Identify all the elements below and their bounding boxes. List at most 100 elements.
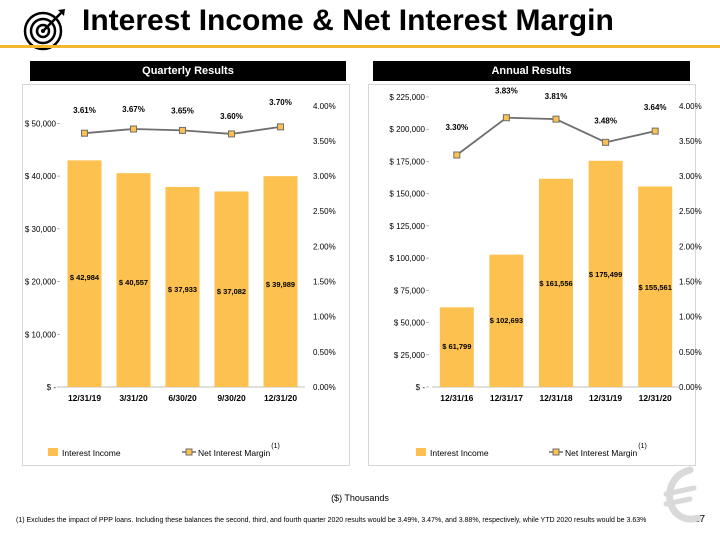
annual-chart-frame — [368, 84, 696, 466]
annual-bar-value-label: $ 175,499 — [589, 270, 622, 279]
quarterly-y2-tick-label: 2.00% — [313, 242, 336, 251]
quarterly-y2-tick-label: 0.00% — [313, 383, 336, 392]
quarterly-bar-value-label: $ 40,557 — [119, 278, 148, 287]
annual-y-tick-label: $ 150,000 — [389, 190, 425, 199]
annual-y-tick-label: $ - — [416, 383, 426, 392]
annual-nim-marker — [552, 115, 560, 123]
annual-y-tick-label: $ 125,000 — [389, 222, 425, 231]
annual-y-tick-label: $ 200,000 — [389, 125, 425, 134]
annual-category-label: 12/31/20 — [639, 393, 672, 403]
annual-y2-tick-label: 3.00% — [679, 172, 702, 181]
quarterly-y2-tick-label: 2.50% — [313, 207, 336, 216]
quarterly-nim-marker — [130, 125, 137, 133]
annual-y2-tick-label: 2.50% — [679, 207, 702, 216]
title-underline — [0, 45, 720, 48]
annual-y2-tick-label: 4.00% — [679, 102, 702, 111]
annual-legend-footnote-marker: (1) — [638, 443, 647, 450]
annual-y-tick-label: $ 100,000 — [389, 254, 425, 263]
quarterly-legend-income-swatch — [48, 448, 58, 456]
annual-y-tick-label: $ 75,000 — [394, 286, 426, 295]
quarterly-nim-marker — [228, 130, 235, 138]
quarterly-y2-tick-label: 3.00% — [313, 172, 336, 181]
quarterly-y-tick-label: $ 30,000 — [25, 225, 57, 234]
quarterly-y-tick-label: $ 40,000 — [25, 172, 57, 181]
quarterly-bar — [263, 176, 298, 387]
quarterly-y-tick-label: $ 50,000 — [25, 119, 57, 128]
annual-category-label: 12/31/17 — [490, 393, 523, 403]
annual-bar — [638, 186, 673, 387]
quarterly-category-label: 12/31/19 — [68, 393, 101, 403]
quarterly-bar-value-label: $ 39,989 — [266, 280, 295, 289]
quarterly-legend-income-label: Interest Income — [62, 448, 121, 458]
annual-category-label: 12/31/18 — [539, 393, 572, 403]
annual-bar-value-label: $ 161,556 — [539, 279, 572, 288]
annual-bar — [489, 254, 524, 387]
footnote: (1) Excludes the impact of PPP loans. In… — [16, 517, 647, 524]
annual-y2-tick-label: 0.50% — [679, 348, 702, 357]
annual-bar-value-label: $ 102,693 — [490, 316, 523, 325]
annual-legend-income-label: Interest Income — [430, 448, 489, 458]
annual-nim-marker — [602, 138, 610, 146]
annual-y2-tick-label: 1.00% — [679, 313, 702, 322]
annual-y2-tick-label: 1.50% — [679, 278, 702, 287]
quarterly-category-label: 12/31/20 — [264, 393, 297, 403]
annual-y2-tick-label: 3.50% — [679, 137, 702, 146]
quarterly-y-tick-label: $ 20,000 — [25, 278, 57, 287]
quarterly-nim-value-label: 3.61% — [73, 106, 96, 115]
annual-y2-tick-label: 0.00% — [679, 383, 702, 392]
annual-nim-value-label: 3.64% — [644, 103, 667, 112]
quarterly-nim-value-label: 3.67% — [122, 105, 145, 114]
annual-category-label: 12/31/19 — [589, 393, 622, 403]
annual-nim-value-label: 3.81% — [545, 92, 568, 101]
quarterly-bar-value-label: $ 42,984 — [70, 273, 100, 282]
quarterly-chart-frame — [22, 84, 350, 466]
quarterly-y2-tick-label: 1.00% — [313, 313, 336, 322]
annual-y-tick-label: $ 50,000 — [394, 319, 426, 328]
quarterly-legend-nim-swatch-marker — [185, 448, 193, 456]
annual-legend-income-swatch — [416, 448, 426, 456]
annual-nim-marker — [502, 114, 510, 122]
quarterly-nim-marker — [81, 129, 88, 137]
annual-legend-nim-label: Net Interest Margin — [565, 448, 638, 458]
brand-mark-icon — [660, 466, 708, 526]
quarterly-nim-value-label: 3.60% — [220, 112, 243, 121]
annual-bar-value-label: $ 155,561 — [639, 283, 672, 292]
quarterly-bar — [165, 186, 200, 387]
quarterly-results-header: Quarterly Results — [30, 61, 346, 81]
quarterly-nim-value-label: 3.65% — [171, 106, 194, 115]
target-logo-icon — [22, 6, 68, 52]
quarterly-bar — [116, 173, 151, 387]
annual-bar — [539, 178, 573, 387]
quarterly-nim-marker — [179, 126, 186, 134]
quarterly-category-label: 6/30/20 — [168, 393, 197, 403]
quarterly-bar — [67, 160, 102, 387]
annual-y2-tick-label: 2.00% — [679, 242, 702, 251]
quarterly-y2-tick-label: 3.50% — [313, 137, 336, 146]
quarterly-bar-value-label: $ 37,933 — [168, 285, 197, 294]
annual-nim-marker — [453, 151, 461, 159]
quarterly-y2-tick-label: 1.50% — [313, 278, 336, 287]
quarterly-bar-value-label: $ 37,082 — [217, 287, 246, 296]
annual-results-header: Annual Results — [373, 61, 690, 81]
annual-y-tick-label: $ 225,000 — [389, 93, 425, 102]
quarterly-y-tick-label: $ - — [47, 383, 57, 392]
annual-y-tick-label: $ 25,000 — [394, 351, 426, 360]
quarterly-nim-marker — [277, 123, 284, 131]
units-note: ($) Thousands — [331, 493, 389, 503]
quarterly-category-label: 3/31/20 — [119, 393, 148, 403]
annual-nim-line — [456, 116, 656, 156]
quarterly-legend-nim-label: Net Interest Margin — [198, 448, 271, 458]
annual-nim-value-label: 3.30% — [445, 123, 468, 132]
quarterly-y-tick-label: $ 10,000 — [25, 330, 57, 339]
annual-bar-value-label: $ 61,799 — [442, 342, 471, 351]
quarterly-y2-tick-label: 4.00% — [313, 102, 336, 111]
quarterly-y2-tick-label: 0.50% — [313, 348, 336, 357]
quarterly-legend-footnote-marker: (1) — [271, 443, 280, 450]
quarterly-bar — [214, 191, 249, 387]
page-title: Interest Income & Net Interest Margin — [82, 4, 614, 37]
annual-bar — [588, 160, 623, 387]
quarterly-nim-value-label: 3.70% — [269, 98, 292, 107]
annual-legend-nim-swatch-marker — [552, 448, 560, 456]
annual-y-tick-label: $ 175,000 — [389, 157, 425, 166]
